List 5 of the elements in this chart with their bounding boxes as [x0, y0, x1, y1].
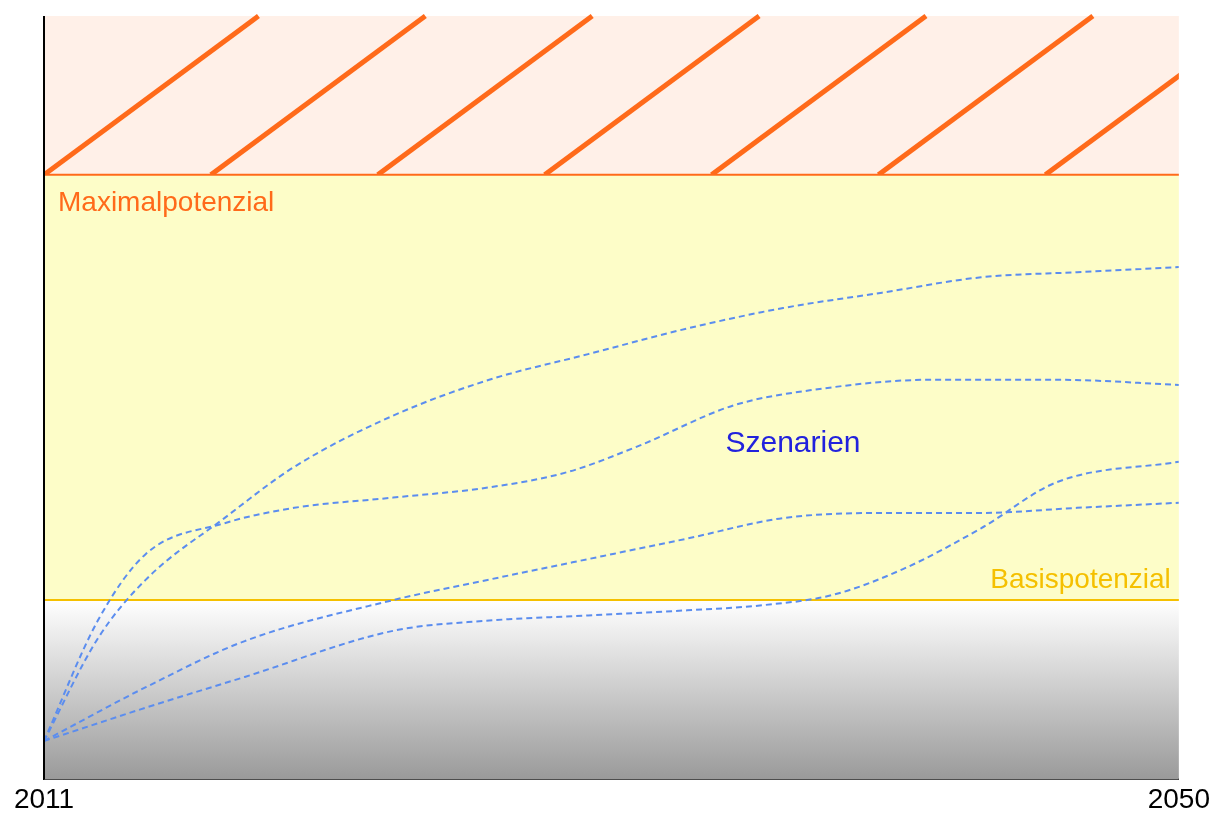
ref-line-label: Basispotenzial — [990, 562, 1171, 594]
x-tick-label: 2011 — [13, 782, 75, 814]
ref-line-label: Maximalpotenzial — [58, 185, 275, 217]
x-tick-label: 2050 — [1147, 782, 1210, 814]
annotation: Szenarien — [725, 424, 861, 458]
